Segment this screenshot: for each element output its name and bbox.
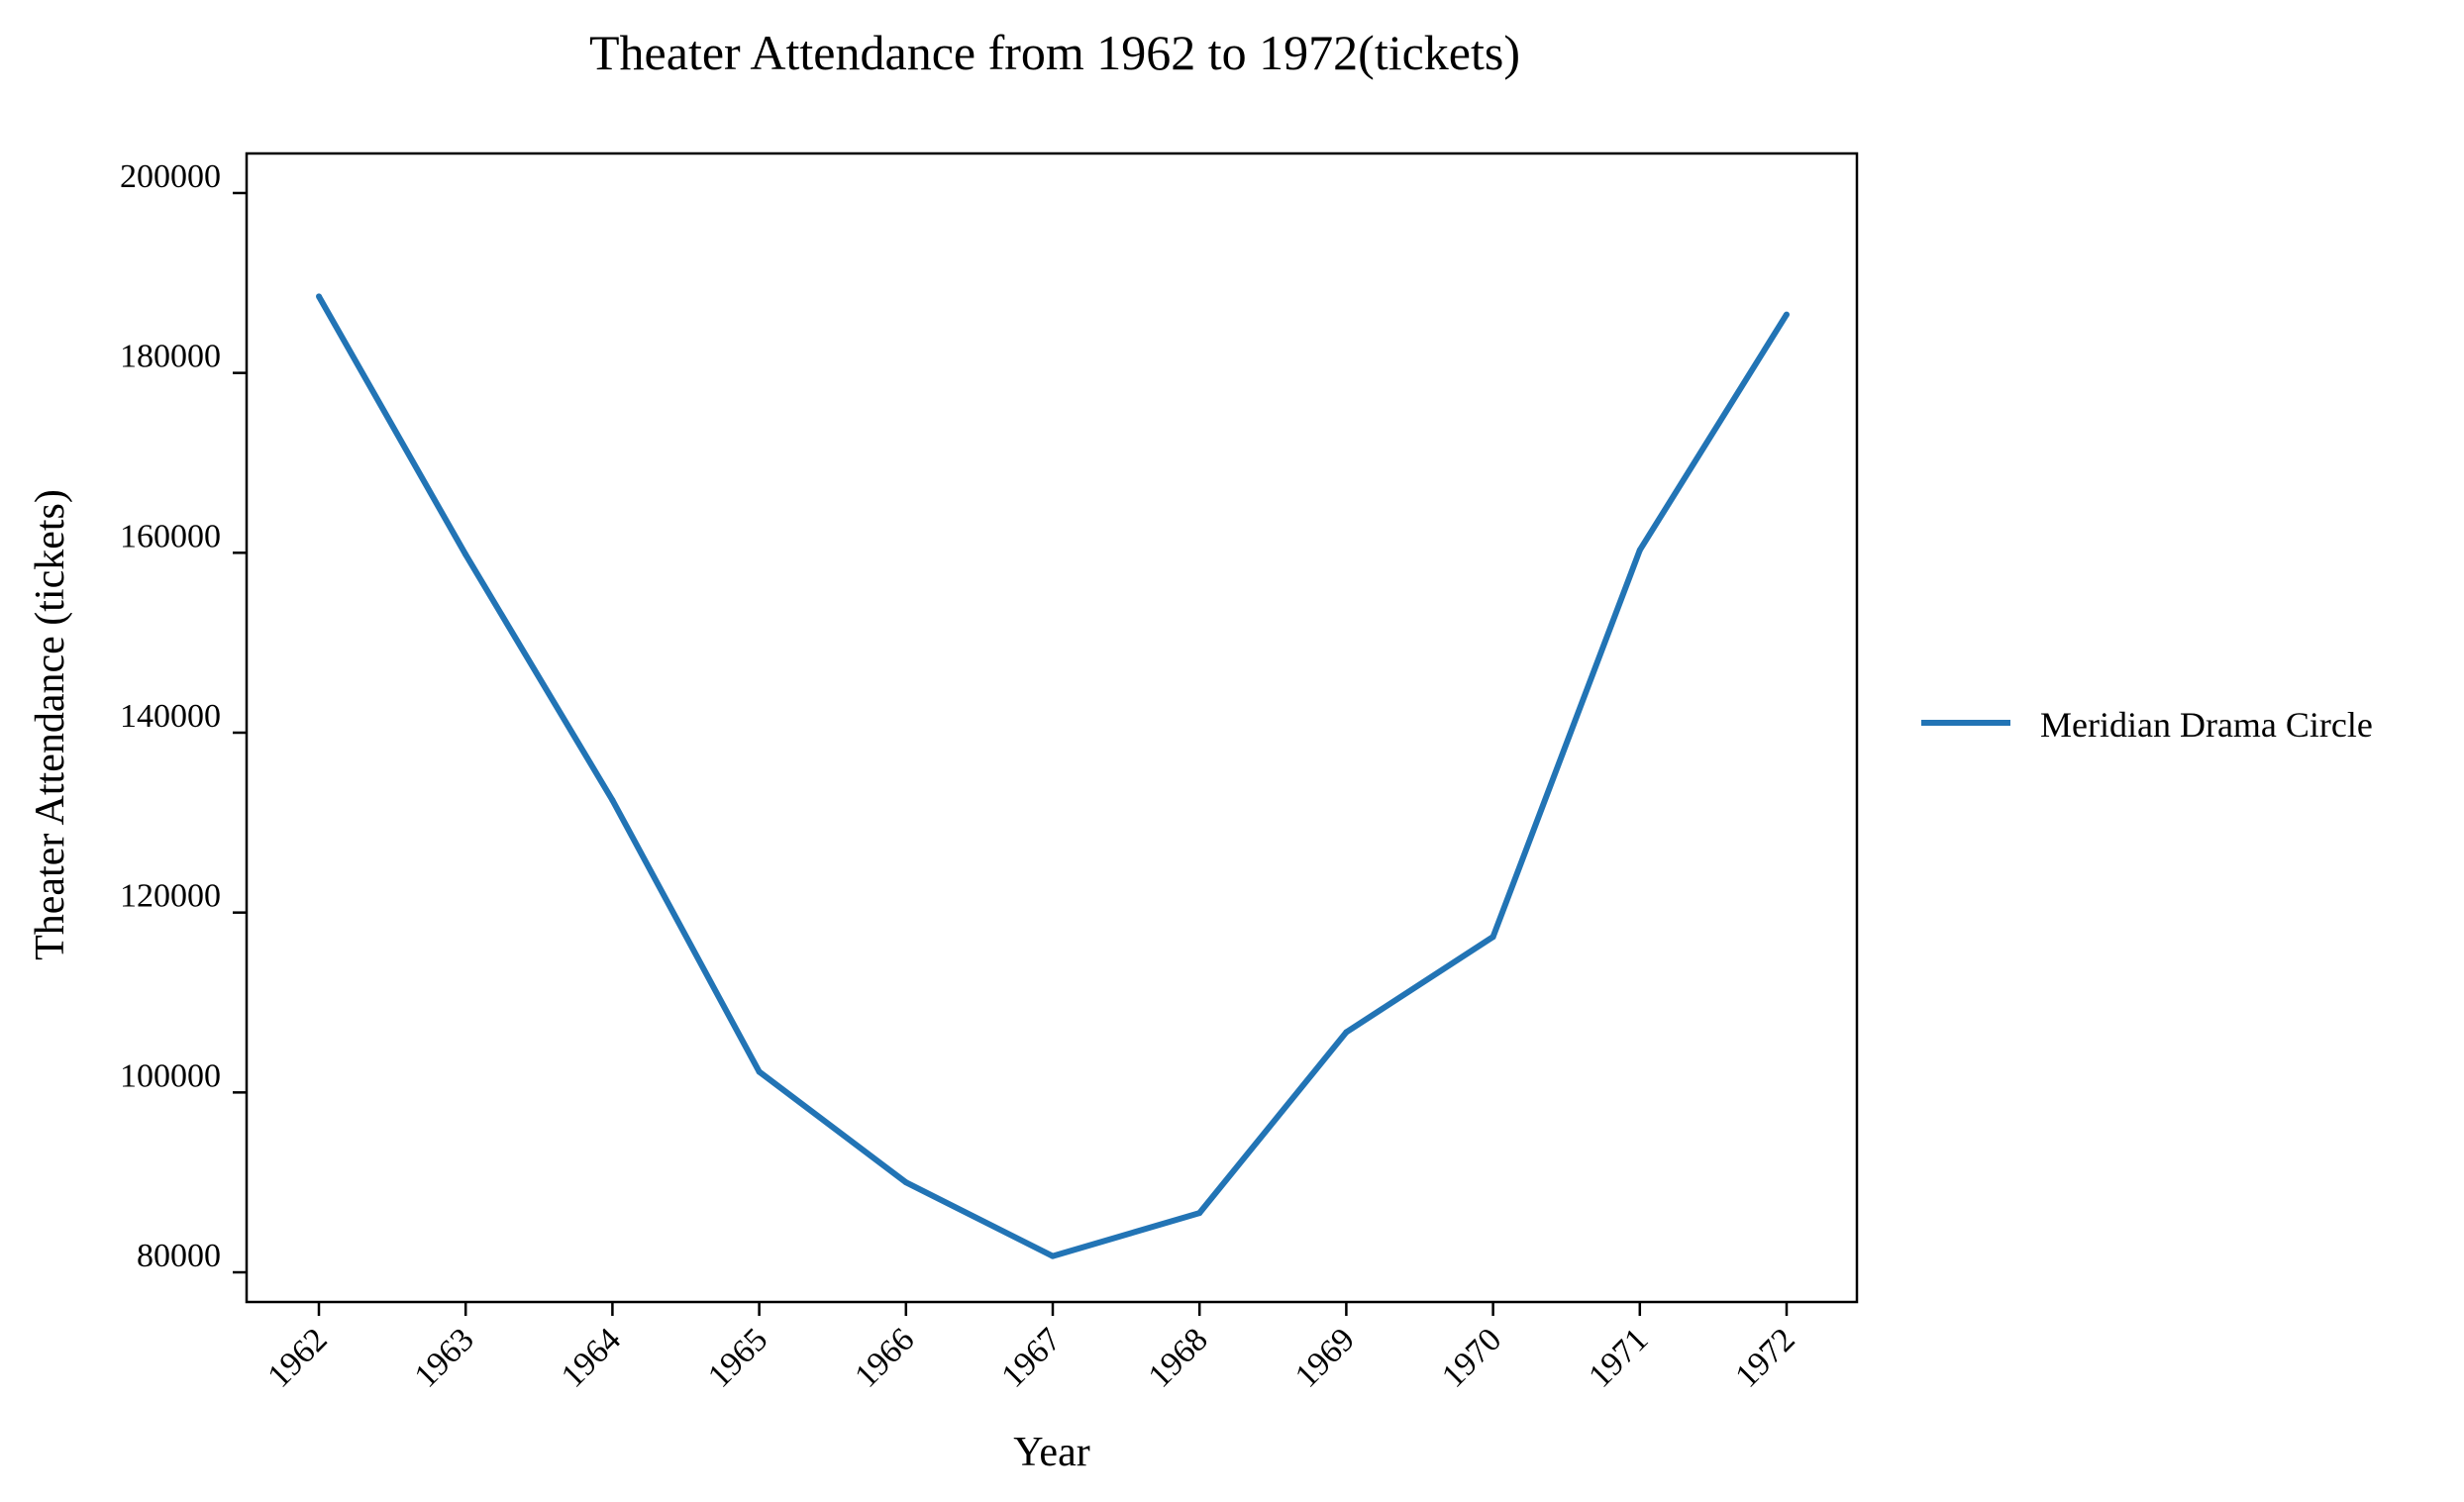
data-point: [609, 797, 616, 804]
chart-title: Theater Attendance from 1962 to 1972(tic…: [589, 25, 1520, 80]
data-point: [1489, 934, 1496, 941]
x-tick-label: 1965: [701, 1321, 774, 1394]
x-axis-label: Year: [1013, 1430, 1089, 1475]
data-point: [756, 1068, 763, 1075]
y-tick-label: 140000: [120, 698, 221, 735]
x-tick-label: 1972: [1728, 1321, 1801, 1394]
data-point: [316, 293, 322, 300]
series-line: [316, 294, 1790, 1259]
plot-area-frame: [245, 151, 1859, 1304]
x-tick-label: 1968: [1142, 1321, 1215, 1394]
x-tick-label: 1971: [1582, 1321, 1655, 1394]
legend: Meridian Drama Circle: [1921, 705, 2373, 745]
x-tick-label: 1963: [408, 1321, 481, 1394]
y-axis-ticks: 80000 100000 120000 140000 160000 180000 20000…: [120, 158, 247, 1274]
y-axis-label: Theater Attendance (tickets): [28, 489, 73, 960]
legend-label: Meridian Drama Circle: [2040, 705, 2373, 745]
data-point: [1636, 547, 1643, 553]
x-tick-label: 1967: [994, 1321, 1068, 1394]
x-tick-label: 1962: [260, 1321, 334, 1394]
data-point: [1784, 311, 1790, 318]
x-tick-label: 1970: [1435, 1321, 1508, 1394]
x-tick-label: 1964: [555, 1321, 628, 1394]
x-tick-label: 1966: [848, 1321, 921, 1394]
series-points: [316, 293, 1790, 1259]
series-lines: [316, 294, 1790, 1259]
y-tick-label: 160000: [120, 518, 221, 554]
data-point: [1196, 1210, 1203, 1217]
data-point: [1343, 1029, 1350, 1036]
x-tick-label: 1969: [1288, 1321, 1362, 1394]
data-point: [1050, 1252, 1056, 1259]
y-tick-label: 80000: [137, 1238, 221, 1274]
data-point: [462, 551, 469, 558]
y-tick-label: 100000: [120, 1057, 221, 1094]
y-tick-label: 120000: [120, 878, 221, 915]
x-axis-ticks: 1962 1963 1964 1965 1966 1967 1968 1969 1970 1971…: [260, 1302, 1802, 1395]
y-tick-label: 200000: [120, 158, 221, 195]
data-point: [902, 1179, 909, 1186]
y-tick-label: 180000: [120, 339, 221, 375]
